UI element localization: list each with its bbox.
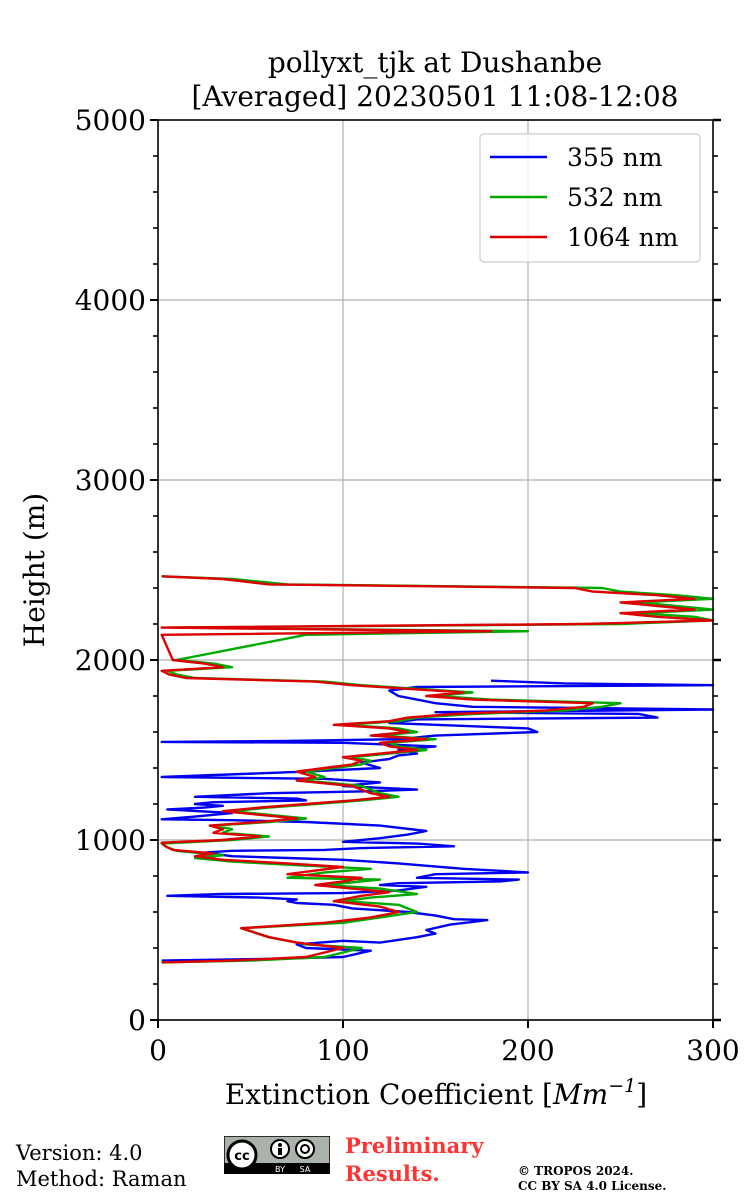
y-tick-label: 4000 — [75, 284, 146, 317]
legend-box — [479, 133, 701, 263]
x-tick-label: 0 — [149, 1034, 167, 1067]
x-tick-label: 100 — [316, 1034, 369, 1067]
by-icon-head — [278, 1143, 282, 1147]
x-axis-label: Extinction Coefficient [Mm−1] — [225, 1075, 647, 1111]
preliminary-line1: Preliminary — [345, 1133, 484, 1158]
chart-title-line2: [Averaged] 20230501 11:08-12:08 — [192, 80, 679, 113]
x-axis-label-exponent: −1 — [608, 1075, 636, 1097]
series-line-355-nm — [160, 679, 715, 962]
legend-label: 1064 nm — [567, 223, 679, 252]
chart-title-line1: pollyxt_tjk at Dushanbe — [268, 46, 602, 79]
by-label: BY — [275, 1165, 285, 1174]
legend: 355 nm 532 nm 1064 nm — [479, 133, 701, 263]
sa-icon — [295, 1139, 315, 1159]
y-tick-label: 3000 — [75, 464, 146, 497]
x-axis-label-unit: Mm — [552, 1078, 608, 1111]
cc-icon-label: cc — [234, 1149, 249, 1164]
y-tick-label: 1000 — [75, 824, 146, 857]
plot-frame — [157, 119, 714, 1021]
method-text: Method: Raman — [16, 1167, 187, 1191]
cc-badge-strip — [224, 1163, 330, 1174]
y-tick-label: 2000 — [75, 644, 146, 677]
preliminary-notice: Preliminary Results. — [345, 1132, 484, 1188]
sa-label: SA — [300, 1165, 311, 1174]
version-text: Version: 4.0 — [16, 1141, 143, 1165]
legend-items: 355 nm 532 nm 1064 nm — [490, 143, 679, 252]
x-tick-label: 200 — [501, 1034, 554, 1067]
by-icon-body — [278, 1148, 282, 1155]
cc-icon — [226, 1139, 258, 1171]
y-tick-label: 5000 — [75, 104, 146, 137]
legend-label: 355 nm — [567, 143, 663, 172]
sa-icon-arrow — [300, 1144, 310, 1154]
series-line-1064-nm — [160, 575, 715, 964]
legend-label: 532 nm — [567, 183, 663, 212]
copyright-line2: CC BY SA 4.0 License. — [518, 1179, 667, 1193]
chart: pollyxt_tjk at Dushanbe [Averaged] 20230… — [18, 46, 740, 1111]
copyright-notice: © TROPOS 2024. CC BY SA 4.0 License. — [518, 1164, 666, 1194]
cc-by-sa-badge: cc BY SA — [224, 1136, 330, 1174]
series-group — [160, 575, 715, 964]
x-axis-label-text: Extinction Coefficient [ — [225, 1078, 553, 1111]
x-tick-label: 300 — [686, 1034, 739, 1067]
preliminary-line2: Results. — [345, 1161, 440, 1186]
x-axis-label-close: ] — [636, 1078, 647, 1111]
y-tick-label: 0 — [128, 1004, 146, 1037]
y-axis-label: Height (m) — [18, 493, 51, 647]
copyright-line1: © TROPOS 2024. — [518, 1164, 634, 1178]
ticks — [150, 118, 721, 1028]
